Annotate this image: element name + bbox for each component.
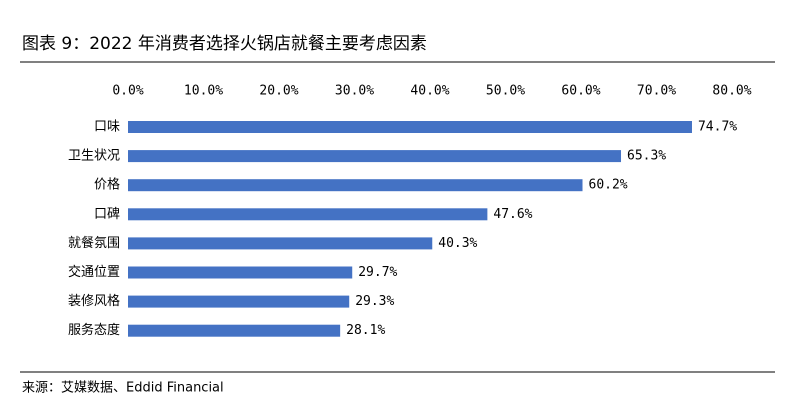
bar <box>128 266 353 279</box>
y-tick-label: 卫生状况 <box>68 149 120 164</box>
y-tick-label: 服务态度 <box>68 322 120 338</box>
x-tick-label: 50.0% <box>486 84 525 99</box>
x-tick-label: 60.0% <box>561 84 600 99</box>
value-label: 29.3% <box>355 294 394 309</box>
source-note: 来源：艾媒数据、Eddid Financial <box>22 381 224 396</box>
value-label: 47.6% <box>493 207 532 222</box>
y-tick-label: 交通位置 <box>68 264 120 280</box>
x-tick-label: 20.0% <box>259 84 298 99</box>
y-tick-label: 口碑 <box>94 206 120 222</box>
value-label: 29.7% <box>358 265 397 280</box>
y-tick-label: 装修风格 <box>68 293 120 309</box>
x-tick-label: 80.0% <box>712 84 751 99</box>
value-label: 40.3% <box>438 236 477 251</box>
bar <box>128 295 350 308</box>
value-label: 28.1% <box>346 323 385 338</box>
bar <box>128 208 488 221</box>
value-label: 74.7% <box>698 120 737 135</box>
chart-title: 图表 9：2022 年消费者选择火锅店就餐主要考虑因素 <box>22 34 427 54</box>
bar <box>128 324 341 337</box>
bar <box>128 237 433 250</box>
x-tick-label: 0.0% <box>112 84 143 99</box>
value-label: 65.3% <box>627 149 666 164</box>
value-label: 60.2% <box>589 178 628 193</box>
bar <box>128 121 692 133</box>
x-tick-label: 70.0% <box>637 84 676 99</box>
bar <box>128 150 622 163</box>
x-tick-label: 40.0% <box>410 84 449 99</box>
y-tick-label: 就餐氛围 <box>68 235 120 251</box>
bar <box>128 179 583 192</box>
x-tick-label: 30.0% <box>335 84 374 99</box>
x-tick-label: 10.0% <box>184 84 223 99</box>
y-tick-label: 价格 <box>94 177 120 193</box>
y-tick-label: 口味 <box>94 120 120 135</box>
